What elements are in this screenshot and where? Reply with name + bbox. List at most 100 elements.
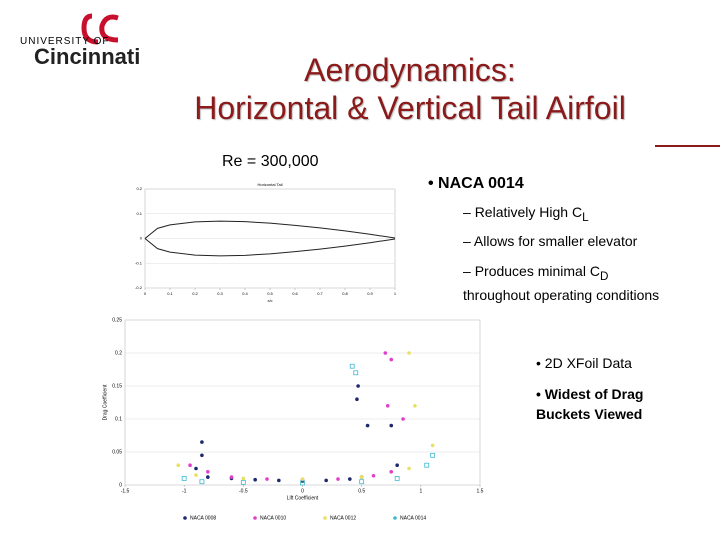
legend-label: NACA 0014: [400, 515, 426, 521]
legend-marker: [323, 516, 327, 520]
text: throughout operating conditions: [463, 286, 660, 303]
legend-marker: [393, 516, 397, 520]
point: [371, 473, 376, 478]
airfoil-line: [144, 220, 396, 239]
note: • 2D XFoil Data: [536, 355, 632, 371]
point: [188, 463, 192, 468]
point: [430, 452, 436, 458]
x-tick-label: 0.2: [192, 291, 198, 296]
point: [240, 479, 246, 485]
point: [395, 463, 399, 468]
point: [176, 463, 181, 468]
x-tick-label: 0.6: [292, 291, 298, 296]
x-tick-label: 1: [394, 291, 397, 296]
y-tick-label: 0.25: [112, 317, 122, 323]
y-tick-label: 0.1: [115, 416, 122, 422]
x-tick-label: 0.3: [217, 291, 223, 296]
x-tick-label: 0.8: [342, 291, 348, 296]
dash: –: [463, 233, 471, 249]
point: [277, 478, 281, 483]
x-tick-label: 0.7: [317, 291, 323, 296]
point: [385, 404, 390, 408]
sub-bullet: – Produces minimal CD throughout operatin…: [463, 262, 659, 305]
point: [181, 475, 187, 481]
point: [194, 473, 198, 477]
logo-emblem: [81, 13, 119, 45]
point: [430, 443, 435, 448]
point: [300, 477, 305, 481]
x-tick-label: 0.4: [242, 291, 248, 296]
chart-title: Horizontal Tail: [257, 182, 282, 187]
x-tick-label: 0.5: [358, 488, 365, 494]
y-tick-label: 0.05: [112, 449, 122, 455]
point: [206, 470, 210, 474]
title-line: Horizontal & Vertical Tail Airfoil: [194, 90, 626, 126]
airfoil-line: [144, 238, 396, 257]
point: [365, 423, 370, 428]
x-tick-label: 1: [419, 488, 422, 494]
legend-label: NACA 0012: [330, 515, 356, 521]
y-tick-label: -0.1: [135, 260, 143, 265]
logo-name: Cincinnati: [34, 44, 141, 69]
point: [359, 479, 365, 485]
x-axis-label: Lift Coefficient: [287, 495, 319, 501]
x-tick-label: 1.5: [477, 488, 484, 494]
x-axis-label: x/c: [267, 298, 272, 303]
y-axis-label: Drag Coefficient: [102, 384, 108, 420]
point: [394, 475, 400, 481]
point: [199, 479, 205, 485]
y-tick-label: 0.1: [136, 211, 142, 216]
point: [359, 475, 364, 479]
y-tick-label: 0: [140, 236, 143, 241]
y-tick-label: 0: [119, 482, 122, 488]
x-tick-label: 0: [301, 488, 304, 494]
text: Produces minimal C: [474, 263, 600, 279]
point: [389, 470, 394, 474]
text: Relatively High C: [474, 204, 583, 220]
point: [383, 351, 388, 355]
bullet: • NACA 0014: [428, 175, 524, 192]
point: [407, 466, 411, 471]
y-tick-label: 0.2: [115, 350, 122, 356]
point: [200, 453, 204, 458]
point: [253, 477, 257, 482]
sub-bullet: – Allows for smaller elevator: [463, 233, 637, 249]
point: [200, 440, 204, 444]
point: [401, 417, 405, 421]
point: [353, 370, 359, 376]
subscript: L: [582, 210, 589, 224]
x-tick-label: -0.5: [239, 488, 248, 494]
y-tick-label: 0.2: [136, 186, 142, 191]
point: [407, 351, 411, 355]
x-tick-label: 0: [144, 291, 147, 296]
point: [348, 477, 352, 481]
point: [389, 357, 394, 362]
logo-c: [99, 14, 119, 43]
x-tick-label: 0.9: [367, 291, 373, 296]
point: [300, 480, 305, 486]
legend-marker: [183, 516, 187, 520]
y-tick-label: 0.15: [112, 383, 122, 389]
reynolds: Re = 300,000: [222, 153, 319, 170]
logo-u: [81, 13, 99, 45]
point: [413, 404, 417, 408]
legend-label: NACA 0008: [190, 515, 216, 521]
x-tick-label: -1: [182, 488, 187, 494]
dash: –: [463, 204, 471, 220]
text: Allows for smaller elevator: [473, 233, 638, 249]
point: [229, 475, 234, 479]
point: [206, 475, 210, 479]
sub-bullet: – Relatively High CL: [463, 204, 589, 224]
point: [389, 423, 394, 428]
plot-area: [124, 319, 481, 486]
logo-top: UNIVERSITY OF: [20, 36, 110, 47]
point: [355, 397, 359, 402]
note: • Widest of Drag Buckets Viewed: [536, 386, 644, 422]
dash: –: [463, 263, 471, 279]
point: [324, 478, 328, 483]
legend-label: NACA 0010: [260, 515, 286, 521]
title-line: Aerodynamics:: [304, 52, 516, 88]
point: [265, 477, 269, 481]
